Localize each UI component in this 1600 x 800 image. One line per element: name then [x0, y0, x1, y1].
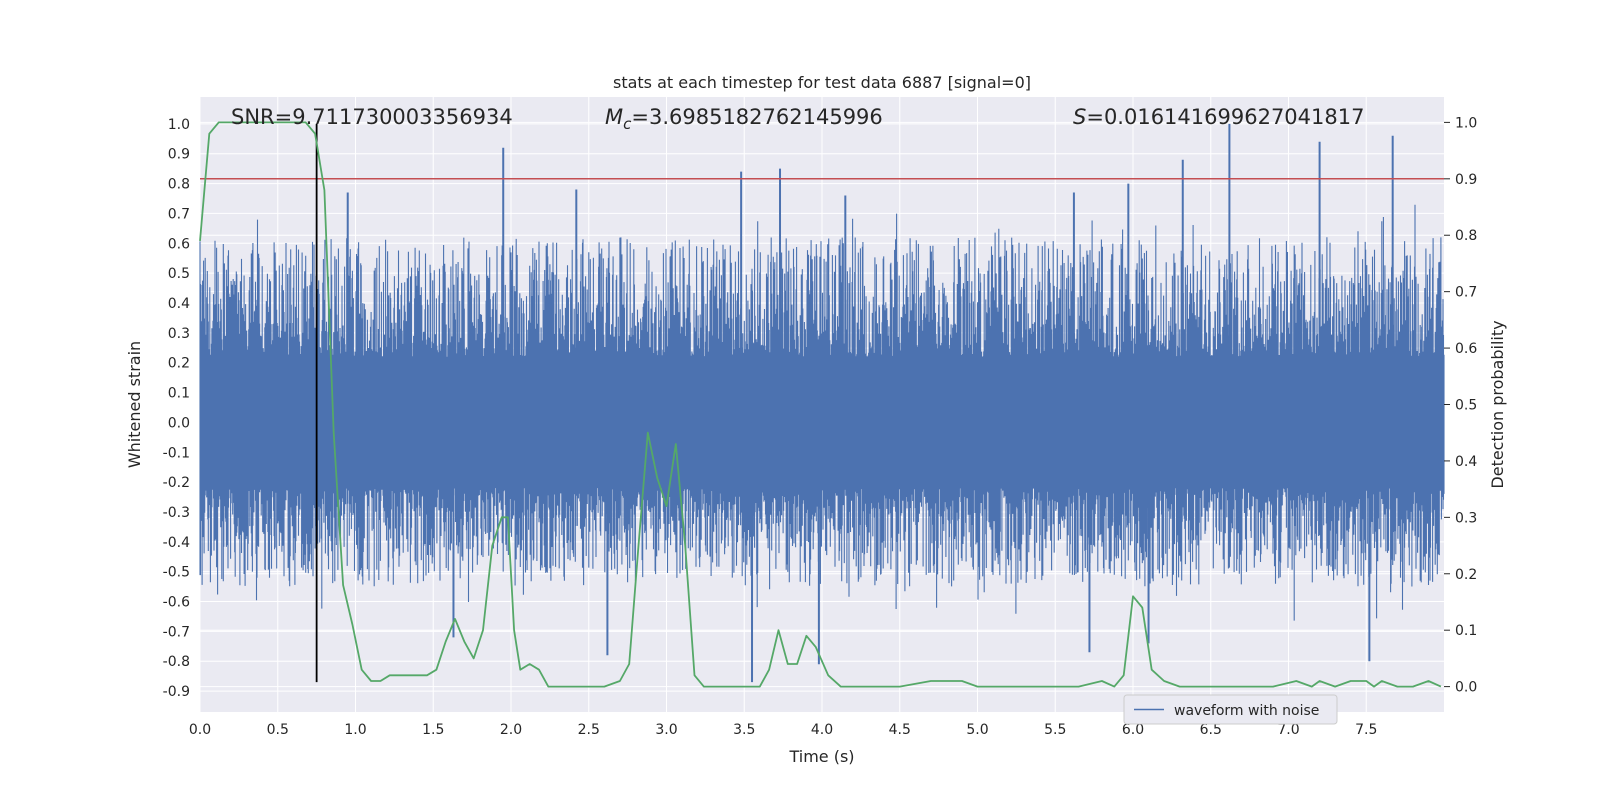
waveform-with-noise-series — [199, 123, 1445, 683]
x-tick-label: 3.0 — [655, 722, 677, 738]
y-tick-label-left: 0.0 — [168, 415, 190, 431]
x-tick-label: 4.0 — [811, 722, 833, 738]
x-tick-label: 5.5 — [1044, 722, 1066, 738]
legend: waveform with noise — [1123, 694, 1338, 725]
x-tick-label: 2.0 — [500, 722, 522, 738]
x-tick-label: 0.5 — [267, 722, 289, 738]
mc-subscript: c — [623, 115, 632, 133]
y-tick-label-left: -0.9 — [163, 684, 190, 700]
axes-ticks: 0.0 0.5 1.0 1.5 2.0 2.5 3.0 3.5 4.0 4.5 5.0 5.5 6.0 6… — [163, 115, 1478, 738]
legend-entry-label: waveform with noise — [1174, 703, 1319, 719]
y-tick-label-right: 0.7 — [1455, 285, 1477, 301]
y-tick-label-right: 0.4 — [1455, 454, 1477, 470]
mc-symbol: M — [605, 105, 623, 129]
waveform-path — [199, 204, 1445, 621]
x-tick-label: 4.5 — [889, 722, 911, 738]
y-tick-label-left: 0.8 — [168, 177, 190, 193]
y-tick-label-left: 1.0 — [168, 117, 190, 133]
y-tick-label-left: -0.8 — [163, 654, 190, 670]
y-tick-label-left: -0.6 — [163, 595, 190, 611]
y-tick-label-left: -0.2 — [163, 475, 190, 491]
y-tick-label-left: -0.7 — [163, 624, 190, 640]
y-tick-label-left: 0.7 — [168, 206, 190, 222]
s-symbol: S — [1073, 105, 1086, 129]
x-tick-label: 5.0 — [966, 722, 988, 738]
x-tick-label: 3.5 — [733, 722, 755, 738]
y-tick-label-right: 0.3 — [1455, 510, 1477, 526]
overlay-lines — [200, 123, 1444, 683]
detection-probability-series — [199, 121, 1442, 688]
x-tick-label: 7.0 — [1277, 722, 1299, 738]
x-tick-label: 7.5 — [1355, 722, 1377, 738]
y-axis-label-left: Whitened strain — [125, 341, 144, 468]
s-value: =0.016141699627041817 — [1086, 105, 1364, 129]
y-tick-label-right: 0.9 — [1455, 172, 1477, 188]
y-tick-label-right: 0.1 — [1455, 623, 1477, 639]
y-tick-label-right: 0.2 — [1455, 567, 1477, 583]
x-tick-label: 0.0 — [189, 722, 211, 738]
detection-probability-line — [199, 121, 1442, 688]
snr-annotation: SNR=9.711730003356934 — [231, 105, 513, 129]
y-axis-label-right: Detection probability — [1488, 320, 1507, 488]
x-tick-label: 1.0 — [344, 722, 366, 738]
y-tick-label-left: 0.2 — [168, 356, 190, 372]
legend-box — [1123, 694, 1338, 725]
y-tick-label-right: 0.8 — [1455, 228, 1477, 244]
y-tick-label-right: 0.5 — [1455, 398, 1477, 414]
y-tick-label-left: -0.3 — [163, 505, 190, 521]
x-tick-label: 6.0 — [1122, 722, 1144, 738]
y-tick-label-left: -0.5 — [163, 565, 190, 581]
chirp-mass-annotation: Mc=3.6985182762145996 — [605, 105, 883, 133]
y-tick-label-left: 0.4 — [168, 296, 190, 312]
y-tick-label-right: 0.6 — [1455, 341, 1477, 357]
y-tick-label-left: -0.4 — [163, 535, 190, 551]
y-tick-label-left: 0.9 — [168, 147, 190, 163]
y-tick-label-left: 0.3 — [168, 326, 190, 342]
chart-title: stats at each timestep for test data 688… — [613, 73, 1031, 92]
y-tick-label-left: 0.1 — [168, 386, 190, 402]
x-tick-label: 2.5 — [578, 722, 600, 738]
y-tick-label-right: 1.0 — [1455, 115, 1477, 131]
mc-value: =3.6985182762145996 — [631, 105, 882, 129]
y-tick-label-left: -0.1 — [163, 445, 190, 461]
y-tick-label-left: 0.5 — [168, 266, 190, 282]
y-tick-label-right: 0.0 — [1455, 680, 1477, 696]
x-tick-label: 6.5 — [1200, 722, 1222, 738]
y-tick-label-left: 0.6 — [168, 236, 190, 252]
s-annotation: S=0.016141699627041817 — [1073, 105, 1364, 129]
x-axis-label: Time (s) — [788, 747, 854, 766]
x-tick-label: 1.5 — [422, 722, 444, 738]
